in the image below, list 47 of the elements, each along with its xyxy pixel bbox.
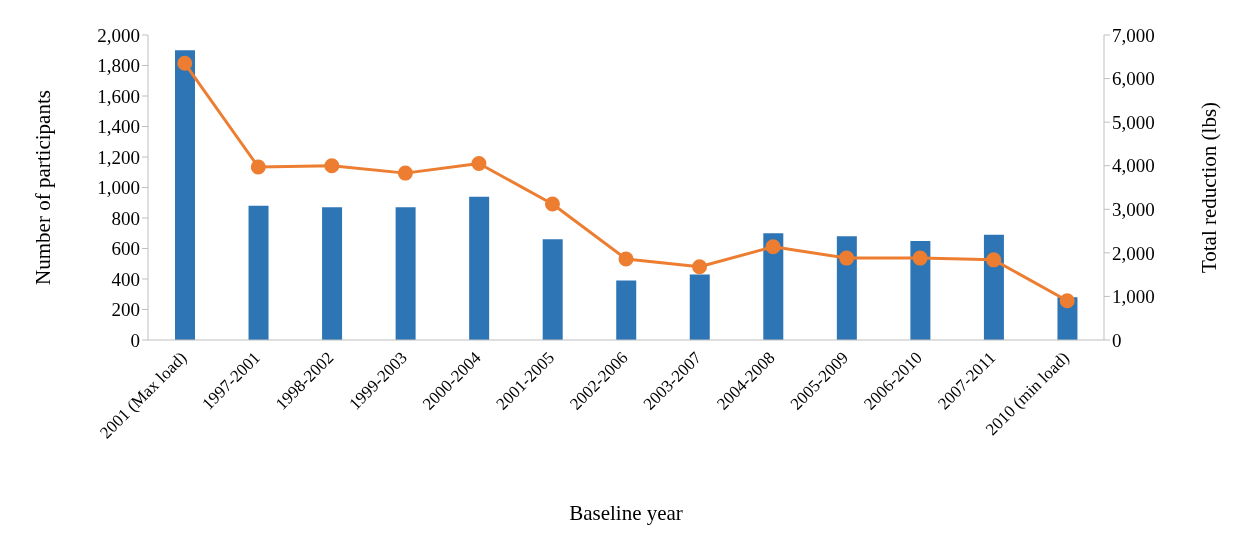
bar bbox=[248, 205, 269, 340]
point bbox=[250, 159, 266, 175]
y2-tick-label: 6,000 bbox=[1112, 68, 1155, 90]
bar bbox=[910, 240, 931, 340]
point bbox=[986, 252, 1002, 268]
y-tick-label: 600 bbox=[111, 238, 140, 260]
bar bbox=[763, 233, 784, 340]
y-tick-label: 400 bbox=[111, 268, 140, 290]
point bbox=[397, 165, 413, 181]
y-tick-label: 0 bbox=[130, 329, 140, 351]
y-tick-label: 800 bbox=[111, 207, 140, 229]
bar bbox=[836, 236, 857, 340]
bar bbox=[983, 234, 1004, 340]
y2-tick-label: 7,000 bbox=[1112, 24, 1155, 46]
y-tick-label: 1,400 bbox=[97, 116, 140, 138]
y2-axis-title: Total reduction (lbs) bbox=[1197, 101, 1222, 274]
bar bbox=[542, 239, 563, 340]
point bbox=[618, 251, 634, 267]
bar bbox=[689, 274, 710, 340]
point bbox=[544, 196, 560, 212]
y2-tick-label: 4,000 bbox=[1112, 155, 1155, 177]
x-axis-title: Baseline year bbox=[569, 501, 683, 525]
point bbox=[324, 158, 340, 174]
point bbox=[1059, 293, 1075, 309]
y-tick-label: 2,000 bbox=[97, 24, 140, 46]
y-tick-label: 1,600 bbox=[97, 85, 140, 107]
y2-tick-label: 1,000 bbox=[1112, 286, 1155, 308]
point bbox=[839, 250, 855, 266]
bar bbox=[616, 280, 637, 340]
y2-tick-label: 2,000 bbox=[1112, 242, 1155, 264]
y-tick-label: 200 bbox=[111, 299, 140, 321]
bar bbox=[322, 207, 343, 340]
point bbox=[177, 55, 193, 71]
y-axis-title: Number of participants bbox=[31, 90, 56, 285]
point bbox=[471, 156, 487, 172]
bar bbox=[395, 207, 416, 340]
y-tick-label: 1,200 bbox=[97, 146, 140, 168]
point bbox=[912, 250, 928, 266]
y-tick-label: 1,000 bbox=[97, 177, 140, 199]
y2-tick-label: 5,000 bbox=[1112, 111, 1155, 133]
point bbox=[692, 259, 708, 275]
y2-tick-label: 3,000 bbox=[1112, 199, 1155, 221]
bar bbox=[175, 50, 195, 340]
point bbox=[765, 239, 781, 255]
y2-tick-label: 0 bbox=[1112, 329, 1122, 351]
y-tick-label: 1,800 bbox=[97, 55, 140, 77]
bar bbox=[469, 196, 490, 340]
